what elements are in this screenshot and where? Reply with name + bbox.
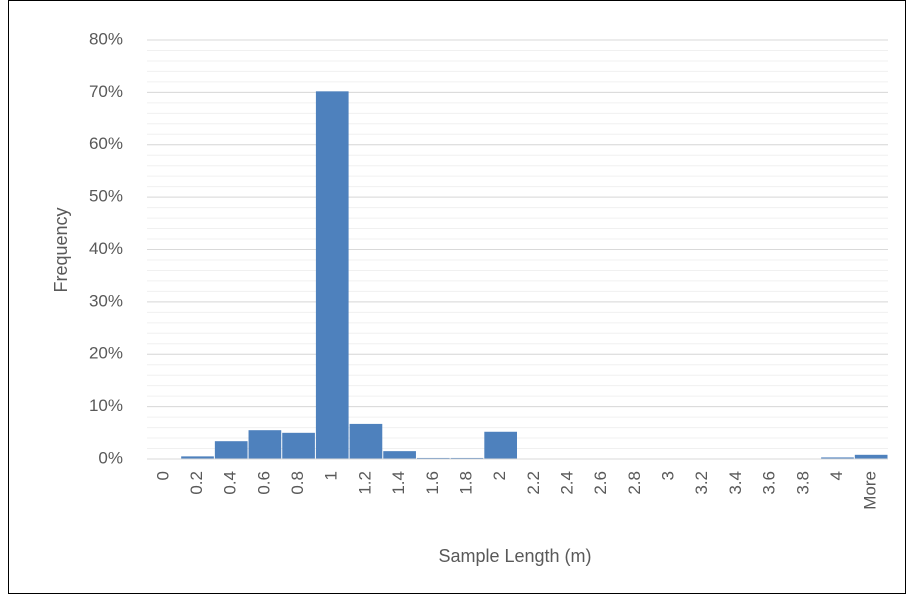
x-tick-label: 1.2 (355, 471, 374, 495)
bar (315, 91, 349, 459)
x-tick-label: 2.4 (558, 471, 577, 495)
x-tick-label: 2.2 (524, 471, 543, 495)
y-tick-label: 50% (89, 187, 123, 206)
x-tick-label: 2 (490, 471, 509, 480)
bar (214, 441, 248, 459)
chart-frame (8, 0, 906, 594)
bar (248, 430, 282, 459)
bar (484, 431, 517, 459)
x-tick-label: 3.8 (793, 471, 812, 495)
x-tick-label: 0 (153, 471, 172, 480)
y-tick-label: 30% (89, 291, 123, 310)
x-axis-title: Sample Length (m) (438, 546, 591, 566)
y-tick-label: 80% (89, 29, 123, 48)
y-tick-label: 40% (89, 239, 123, 258)
y-tick-label: 60% (89, 134, 123, 153)
bar (349, 423, 383, 459)
x-tick-label: 2.8 (625, 471, 644, 495)
x-tick-label: 1 (322, 471, 341, 480)
y-tick-label: 0% (98, 448, 123, 467)
x-tick-label: 3.4 (726, 471, 745, 495)
y-axis-title: Frequency (51, 207, 71, 292)
x-tick-label: 0.6 (254, 471, 273, 495)
bar (416, 457, 450, 459)
y-tick-label: 70% (89, 82, 123, 101)
bar (282, 432, 315, 459)
bar (181, 456, 214, 459)
x-tick-label: 3.6 (760, 471, 779, 495)
bar (450, 457, 484, 459)
bar (821, 457, 854, 459)
x-tick-label: 2.6 (591, 471, 610, 495)
y-tick-label: 10% (89, 396, 123, 415)
x-tick-label: 0.2 (187, 471, 206, 495)
x-tick-label: 3 (659, 471, 678, 480)
bar (383, 451, 416, 459)
y-tick-label: 20% (89, 344, 123, 363)
x-tick-label: 0.4 (221, 471, 240, 495)
x-tick-label: 1.6 (423, 471, 442, 495)
x-tick-label: 3.2 (692, 471, 711, 495)
x-tick-label: 0.8 (288, 471, 307, 495)
bar (854, 454, 888, 459)
x-tick-label: 1.8 (456, 471, 475, 495)
x-tick-label: 4 (827, 471, 846, 480)
x-tick-label: 1.4 (389, 471, 408, 495)
x-tick-label: More (861, 471, 880, 510)
